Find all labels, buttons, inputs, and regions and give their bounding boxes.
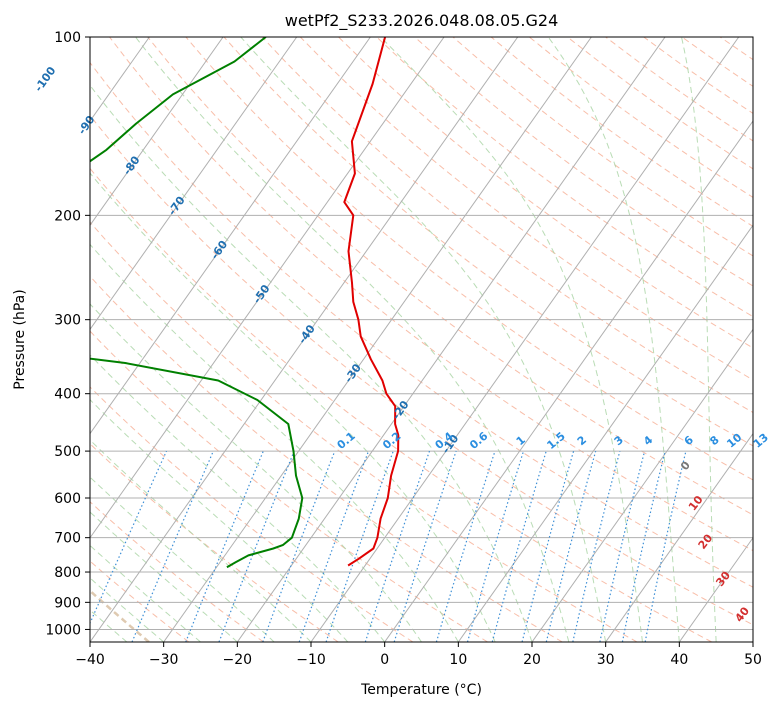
- mixing-ratio-line: [545, 450, 597, 642]
- x-tick-label: 20: [523, 652, 541, 668]
- x-tick-label: −40: [75, 652, 105, 668]
- mixing-ratio-line: [218, 450, 295, 642]
- isotherm-line: [457, 224, 753, 642]
- y-tick-label: 400: [54, 387, 81, 403]
- y-tick-label: 900: [54, 595, 81, 611]
- x-tick-label: 50: [744, 652, 762, 668]
- dewpoint-profile-line: [90, 37, 304, 569]
- dry-adiabat-line: [147, 37, 753, 516]
- moist-adiabat-line: [90, 476, 275, 642]
- dry-adiabat-line: [90, 501, 264, 642]
- dry-adiabat-line: [338, 37, 753, 349]
- dry-adiabat-line: [299, 37, 753, 381]
- y-tick-label: 300: [54, 313, 81, 329]
- mixing-ratio-line: [491, 450, 547, 642]
- moist-adiabat-line: [90, 172, 496, 642]
- x-tick-label: 10: [449, 652, 467, 668]
- moist-adiabat-line: [240, 37, 607, 642]
- dry-adiabat-line: [261, 37, 753, 414]
- y-tick-label: 200: [54, 208, 81, 224]
- y-tick-label: 600: [54, 491, 81, 507]
- isotherm-line: [0, 37, 2, 642]
- mixing-ratio-label: 13: [751, 431, 771, 451]
- isotherm-line: [384, 120, 753, 642]
- y-tick-label: 500: [54, 444, 81, 460]
- x-tick-label: −30: [149, 652, 179, 668]
- isotherm-line: [163, 37, 592, 642]
- y-tick-label: 100: [54, 30, 81, 46]
- isotherm-line: [90, 37, 519, 642]
- moist-adiabat-line: [90, 544, 201, 642]
- mixing-ratio-label: 16: [773, 431, 775, 451]
- moist-adiabat-line: [380, 37, 643, 642]
- mixing-ratio-line: [298, 450, 370, 642]
- dry-adiabat-line: [90, 330, 488, 642]
- y-axis-label: Pressure (hPa): [12, 289, 28, 389]
- x-tick-label: 30: [597, 652, 615, 668]
- x-tick-label: 40: [670, 652, 688, 668]
- mixing-ratio-line: [599, 450, 646, 642]
- moist-adiabat-line: [90, 354, 386, 642]
- reference-adiabat-line: [90, 589, 150, 642]
- x-axis-label: Temperature (°C): [360, 682, 482, 698]
- isotherm-line: [678, 536, 753, 642]
- isotherm-line: [90, 37, 224, 227]
- moist-adiabat-line: [90, 303, 422, 642]
- isotherm-line: [310, 37, 740, 642]
- y-tick-label: 1000: [45, 622, 81, 638]
- mixing-ratio-line: [393, 450, 457, 642]
- temperature-profile-line: [343, 37, 400, 567]
- y-tick-label: 800: [54, 565, 81, 581]
- moist-adiabat-line: [681, 37, 717, 642]
- background-lines: [0, 37, 775, 642]
- mixing-ratio-line: [364, 450, 431, 642]
- isotherm-label: -100: [32, 64, 59, 94]
- chart-title: wetPf2_S233.2026.048.08.05.G24: [285, 11, 559, 31]
- isotherm-line: [752, 641, 753, 642]
- x-tick-label: −10: [296, 652, 326, 668]
- isotherm-line: [531, 328, 753, 642]
- dry-adiabat-line: [758, 37, 775, 642]
- isotherm-line: [236, 37, 666, 642]
- mixing-ratio-line: [325, 450, 394, 642]
- plot-frame: [89, 36, 754, 643]
- dry-adiabat-line: [90, 275, 563, 642]
- profile-lines: [90, 37, 400, 569]
- mixing-ratio-line: [521, 450, 575, 642]
- moist-adiabat-line: [547, 37, 680, 642]
- dry-adiabat-line: [90, 114, 753, 626]
- x-tick-label: 0: [380, 652, 389, 668]
- moist-adiabat-line: [90, 511, 238, 642]
- isotherm-line: [90, 37, 445, 539]
- mixing-ratio-line: [435, 450, 496, 642]
- y-tick-label: 700: [54, 531, 81, 547]
- axis-ticks: −40 −30 −20 −10 0 10 20 30 40 50 100 200 300 400 500 60…: [45, 30, 762, 668]
- isotherm-line: [90, 37, 371, 435]
- mixing-ratio-line: [185, 450, 264, 642]
- mixing-ratio-line: [262, 450, 336, 642]
- mixing-ratio-line: [131, 450, 214, 642]
- x-tick-label: −20: [223, 652, 253, 668]
- moist-adiabat-line: [135, 37, 570, 642]
- mixing-ratio-line: [621, 450, 666, 642]
- moist-adiabat-line: [90, 577, 165, 642]
- isotherm-line: [90, 37, 298, 331]
- mixing-ratio-line: [466, 450, 525, 642]
- mixing-ratio-line: [90, 450, 168, 625]
- isotherm-line: [605, 432, 753, 642]
- dry-adiabat-line: [90, 167, 712, 642]
- moist-adiabat-line: [90, 84, 533, 642]
- dry-adiabat-line: [90, 61, 753, 588]
- mixing-ratio-line: [572, 450, 621, 642]
